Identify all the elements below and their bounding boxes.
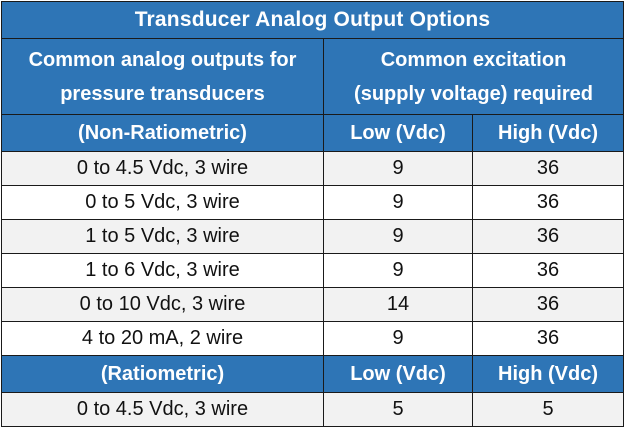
non-ratiometric-low-header: Low (Vdc) (323, 114, 473, 152)
high-cell: 36 (471, 253, 624, 288)
output-cell: 1 to 6 Vdc, 3 wire (1, 253, 324, 288)
non-ratiometric-subheader-row: (Non-Ratiometric) Low (Vdc) High (Vdc) (1, 114, 624, 152)
table-row: 0 to 4.5 Vdc, 3 wire 9 36 (1, 151, 624, 186)
excitation-header-line-1: Common excitation (380, 48, 567, 71)
outputs-column-header: Common analog outputs for pressure trans… (1, 38, 324, 115)
low-cell: 9 (323, 219, 473, 254)
table-row: 0 to 10 Vdc, 3 wire 14 36 (1, 287, 624, 322)
table-row: 4 to 20 mA, 2 wire 9 36 (1, 321, 624, 356)
high-cell: 36 (471, 185, 624, 220)
non-ratiometric-label: (Non-Ratiometric) (1, 114, 324, 152)
ratiometric-label: (Ratiometric) (1, 355, 324, 393)
high-cell: 36 (471, 151, 624, 186)
low-cell: 9 (323, 321, 473, 356)
output-cell: 0 to 4.5 Vdc, 3 wire (1, 392, 324, 427)
table-row: 0 to 4.5 Vdc, 3 wire 5 5 (1, 392, 624, 427)
low-cell: 9 (323, 185, 473, 220)
table-row: 0 to 5 Vdc, 3 wire 9 36 (1, 185, 624, 220)
output-cell: 0 to 5 Vdc, 3 wire (1, 185, 324, 220)
outputs-header-line-1: Common analog outputs for (28, 48, 297, 71)
header-row: Common analog outputs for pressure trans… (1, 38, 624, 115)
output-cell: 0 to 10 Vdc, 3 wire (1, 287, 324, 322)
ratiometric-subheader-row: (Ratiometric) Low (Vdc) High (Vdc) (1, 355, 624, 393)
high-cell: 36 (471, 287, 624, 322)
ratiometric-high-header: High (Vdc) (471, 355, 624, 393)
table-row: 1 to 6 Vdc, 3 wire 9 36 (1, 253, 624, 288)
output-cell: 0 to 4.5 Vdc, 3 wire (1, 151, 324, 186)
low-cell: 9 (323, 253, 473, 288)
excitation-column-header: Common excitation (supply voltage) requi… (322, 38, 624, 115)
output-cell: 1 to 5 Vdc, 3 wire (1, 219, 324, 254)
low-cell: 9 (323, 151, 473, 186)
table-title: Transducer Analog Output Options (0, 1, 624, 39)
table-row: 1 to 5 Vdc, 3 wire 9 36 (1, 219, 624, 254)
high-cell: 36 (471, 219, 624, 254)
outputs-header-line-2: pressure transducers (60, 82, 265, 105)
low-cell: 5 (323, 392, 473, 427)
non-ratiometric-high-header: High (Vdc) (471, 114, 624, 152)
title-row: Transducer Analog Output Options (0, 1, 624, 39)
output-cell: 4 to 20 mA, 2 wire (1, 321, 324, 356)
ratiometric-low-header: Low (Vdc) (323, 355, 473, 393)
low-cell: 14 (323, 287, 473, 322)
high-cell: 36 (471, 321, 624, 356)
excitation-header-line-2: (supply voltage) required (354, 82, 593, 105)
high-cell: 5 (471, 392, 624, 427)
